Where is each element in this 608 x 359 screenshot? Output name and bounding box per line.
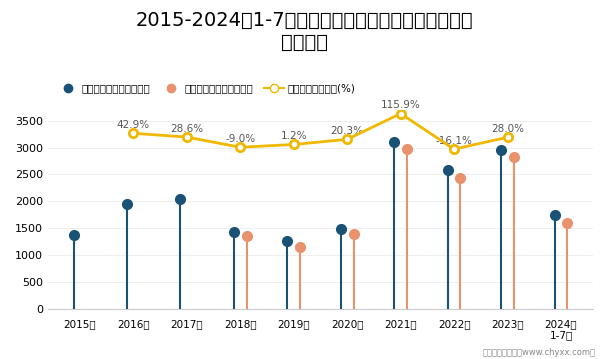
Text: -9.0%: -9.0% [226,134,255,144]
Text: 1.2%: 1.2% [280,131,307,141]
Text: 115.9%: 115.9% [381,101,421,110]
Text: 20.3%: 20.3% [331,126,364,136]
Text: 制图：智研咨询（www.chyxx.com）: 制图：智研咨询（www.chyxx.com） [483,348,596,357]
Text: 2015-2024年1-7月有色金属冶炼和压延加工业企业利
润统计图: 2015-2024年1-7月有色金属冶炼和压延加工业企业利 润统计图 [135,11,473,52]
Legend: 利润总额累计值（亿元）, 营业利润累计值（亿元）, 利润总额累计增长(%): 利润总额累计值（亿元）, 营业利润累计值（亿元）, 利润总额累计增长(%) [53,79,359,98]
Text: 42.9%: 42.9% [117,120,150,130]
Text: 28.0%: 28.0% [491,124,524,134]
Text: -16.1%: -16.1% [436,136,472,146]
Text: 28.6%: 28.6% [170,124,204,134]
